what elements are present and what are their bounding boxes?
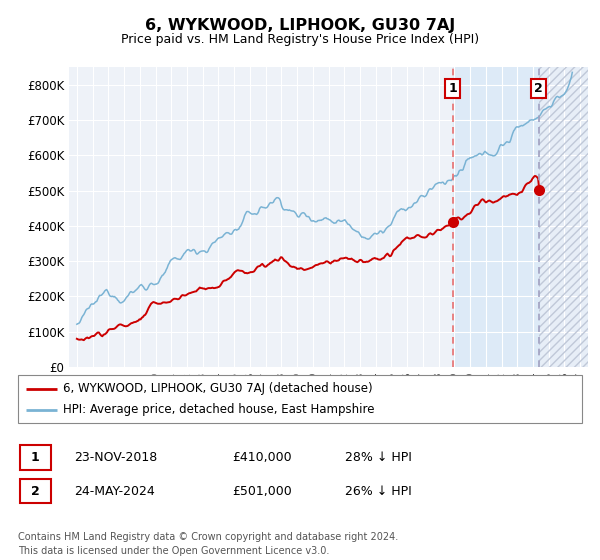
Bar bbox=[20, 479, 51, 503]
Text: 24-MAY-2024: 24-MAY-2024 bbox=[74, 484, 155, 498]
Bar bbox=[539, 67, 596, 367]
Bar bbox=[539, 67, 596, 367]
Text: Price paid vs. HM Land Registry's House Price Index (HPI): Price paid vs. HM Land Registry's House … bbox=[121, 32, 479, 46]
Text: 1: 1 bbox=[31, 451, 39, 464]
Text: HPI: Average price, detached house, East Hampshire: HPI: Average price, detached house, East… bbox=[63, 403, 374, 417]
Bar bbox=[20, 445, 51, 470]
Text: £410,000: £410,000 bbox=[232, 451, 292, 464]
Text: 26% ↓ HPI: 26% ↓ HPI bbox=[345, 484, 412, 498]
Text: 6, WYKWOOD, LIPHOOK, GU30 7AJ (detached house): 6, WYKWOOD, LIPHOOK, GU30 7AJ (detached … bbox=[63, 382, 373, 395]
Text: Contains HM Land Registry data © Crown copyright and database right 2024.
This d: Contains HM Land Registry data © Crown c… bbox=[18, 533, 398, 556]
Text: 2: 2 bbox=[535, 82, 543, 95]
Text: £501,000: £501,000 bbox=[232, 484, 292, 498]
Text: 1: 1 bbox=[448, 82, 457, 95]
Text: 23-NOV-2018: 23-NOV-2018 bbox=[74, 451, 158, 464]
Text: 2: 2 bbox=[31, 484, 39, 498]
Bar bbox=[453, 67, 539, 367]
Text: 28% ↓ HPI: 28% ↓ HPI bbox=[345, 451, 412, 464]
Text: 6, WYKWOOD, LIPHOOK, GU30 7AJ: 6, WYKWOOD, LIPHOOK, GU30 7AJ bbox=[145, 18, 455, 32]
